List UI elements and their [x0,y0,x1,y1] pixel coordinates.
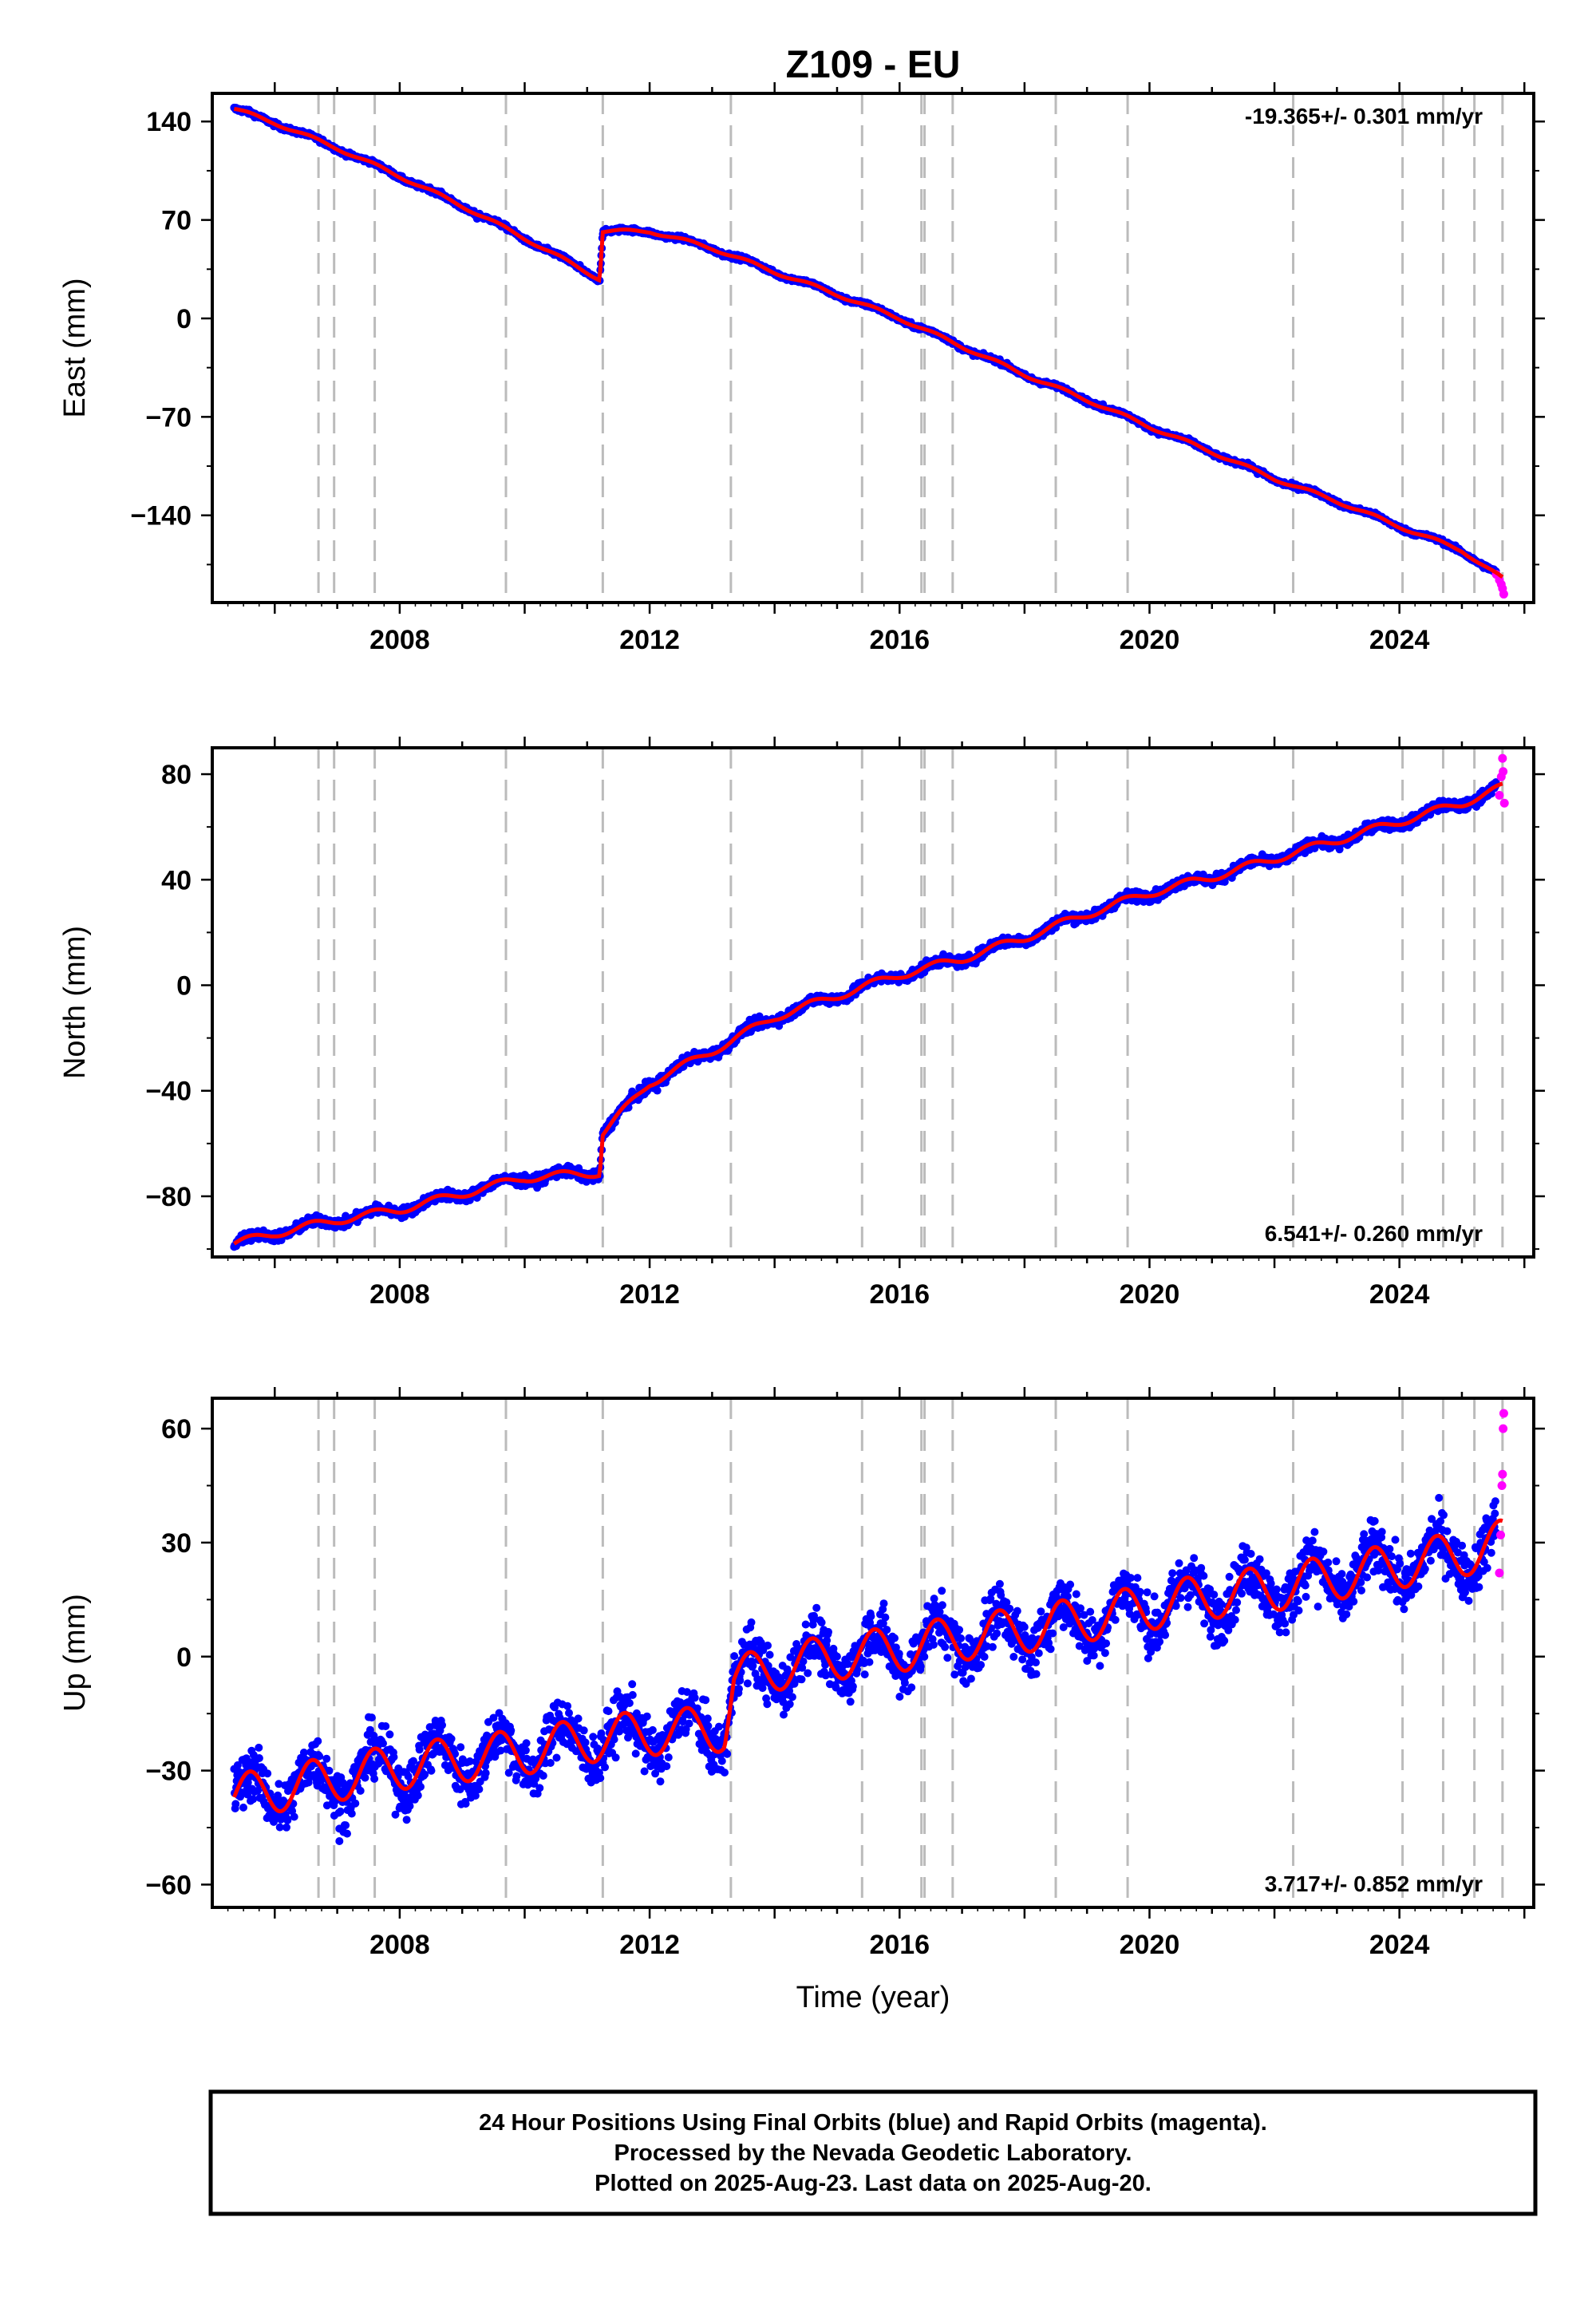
rapid-orbit-points [1495,753,1509,808]
x-tick-label: 2020 [1120,625,1180,655]
footer-box: 24 Hour Positions Using Final Orbits (bl… [208,2089,1538,2216]
y-tick-label: 30 [161,1528,192,1559]
final-orbit-points [230,103,1500,576]
x-tick-label: 2024 [1369,1279,1430,1310]
x-tick-label: 2016 [869,1930,930,1960]
final-orbit-point [230,1493,1500,1838]
x-tick-label: 2008 [369,1279,430,1310]
y-tick-label: 70 [161,206,192,236]
final-orbit-point [1401,1588,1410,1597]
rapid-orbit-points [1495,1409,1508,1578]
final-orbit-point [1335,845,1344,854]
rate-label: 3.717+/- 0.852 mm/yr [1265,1871,1483,1896]
north-panel: 80 40 0 −40 −80 2008 2012 2016 2020 2024 North (mm… [58,737,1545,1310]
y-tick-label: 0 [176,304,192,334]
y-tick-label: −30 [145,1757,192,1787]
x-axis-label: Time (year) [796,1981,950,2014]
y-tick-label: 0 [176,971,192,1002]
x-tick-label: 2012 [619,625,680,655]
y-tick-label: 60 [161,1414,192,1445]
model-curve [233,106,1504,579]
rapid-orbit-point [1499,767,1508,777]
plot-frame [211,746,1535,1259]
rate-label: 6.541+/- 0.260 mm/yr [1265,1221,1483,1246]
footer-line-1: 24 Hour Positions Using Final Orbits (bl… [479,2110,1267,2136]
east-panel: 140 70 0 −70 −140 2008 2012 2016 2020 2024 East (m… [58,82,1545,655]
footer-line-2: Processed by the Nevada Geodetic Laborat… [614,2140,1132,2166]
y-tick-label: 40 [161,865,192,895]
y-tick-label: −40 [145,1077,192,1107]
x-tick-label: 2024 [1369,625,1430,655]
x-tick-label: 2008 [369,1930,430,1960]
rate-label: -19.365+/- 0.301 mm/yr [1245,104,1483,128]
final-orbit-point [1250,1587,1258,1595]
y-tick-label: −140 [130,501,192,532]
model-curve [232,1518,1503,1814]
rapid-orbit-point [1495,1568,1504,1578]
plot-frame [211,92,1535,604]
event-lines [317,93,1504,603]
x-tick-label: 2020 [1120,1279,1180,1310]
x-tick-label: 2024 [1369,1930,1430,1960]
y-tick-label: 80 [161,760,192,790]
rapid-orbit-point [1497,1481,1507,1491]
y-tick-label: −70 [145,402,192,433]
y-tick-label: −80 [145,1182,192,1212]
rapid-orbit-point [1498,753,1507,763]
rapid-orbit-point [1499,1424,1508,1433]
rapid-orbit-point [1496,1530,1506,1539]
y-axis-label: North (mm) [58,926,92,1079]
y-axis-label: Up (mm) [58,1594,92,1712]
x-tick-label: 2012 [619,1279,680,1310]
x-tick-label: 2020 [1120,1930,1180,1960]
final-orbit-points [230,778,1500,1251]
rapid-orbit-point [1499,798,1509,808]
final-orbit-point [230,103,1500,576]
x-tick-label: 2008 [369,625,430,655]
final-orbit-point [831,1681,839,1690]
rapid-orbit-point [1499,589,1508,599]
final-orbit-point [1314,1603,1322,1611]
final-orbit-point [1217,1600,1226,1609]
rapid-orbit-point [1495,791,1504,800]
chart-title: Z109 - EU [786,44,961,86]
y-axis-label: East (mm) [58,278,92,417]
model-curve [232,781,1503,1246]
x-tick-label: 2012 [619,1930,680,1960]
y-tick-label: 0 [176,1642,192,1673]
final-orbit-point [653,1086,662,1095]
final-orbit-point [335,1836,344,1845]
rapid-orbit-point [1499,1409,1508,1418]
footer-line-3: Plotted on 2025-Aug-23. Last data on 202… [595,2171,1152,2196]
plot-frame [211,1397,1535,1909]
up-panel: 60 30 0 −30 −60 2008 2012 2016 2020 2024 Up (mm) 3.… [58,1387,1545,1960]
y-tick-label: −60 [145,1870,192,1900]
x-tick-label: 2016 [869,1279,930,1310]
rapid-orbit-point [1498,1469,1507,1479]
event-lines [317,1398,1504,1907]
final-orbit-point [782,1704,791,1713]
final-orbit-point [230,778,1500,1251]
x-tick-label: 2016 [869,625,930,655]
y-tick-label: 140 [146,107,192,137]
final-orbit-points [230,1493,1500,1845]
